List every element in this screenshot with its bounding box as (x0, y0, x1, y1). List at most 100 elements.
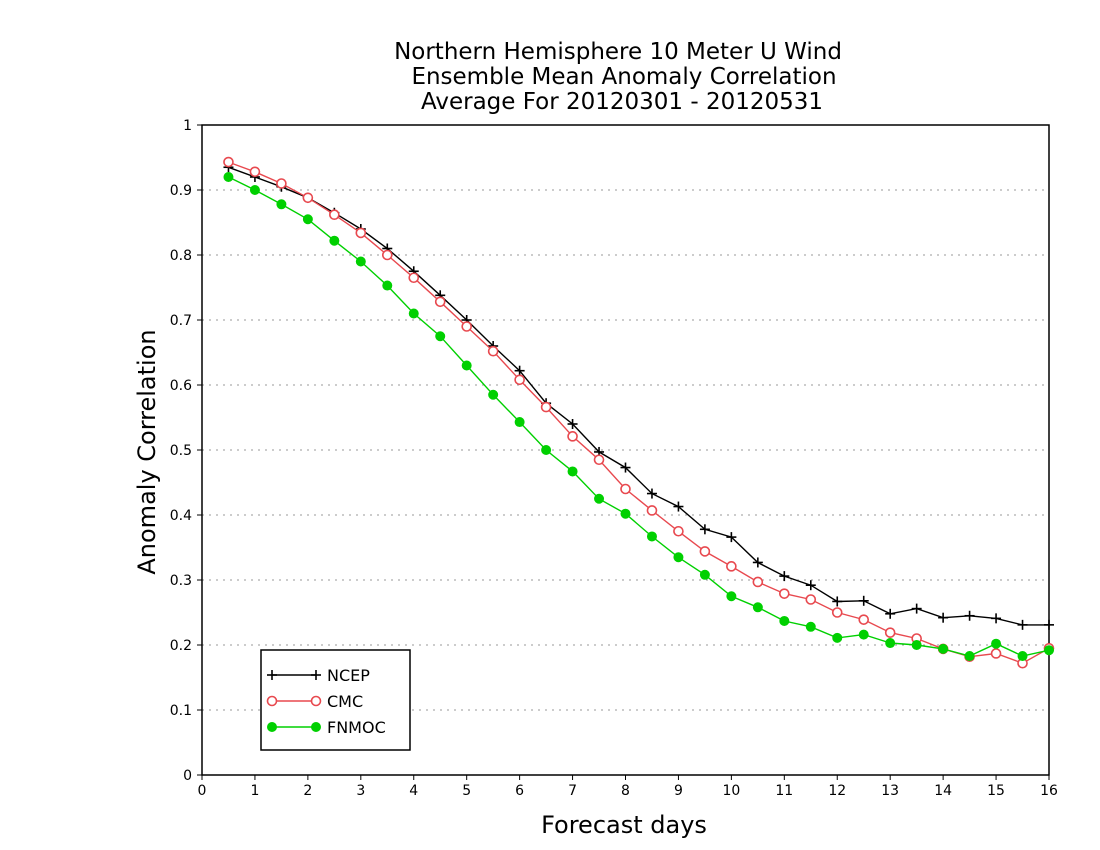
data-point-fnmoc (964, 651, 975, 662)
data-point-cmc (805, 594, 817, 605)
y-axis-ticks: 0 0.1 0.2 0.3 0.4 0.5 0.6 0.7 0.8 0.9 1 (170, 118, 202, 784)
legend-marker-fnmoc (311, 722, 321, 732)
legend: NCEP CMC FNMOC (260, 649, 411, 751)
data-point-cmc (223, 156, 234, 168)
data-point-fnmoc (541, 445, 552, 455)
x-tick-label: 6 (515, 783, 524, 799)
data-point-fnmoc (752, 602, 763, 613)
data-point-fnmoc (488, 389, 499, 400)
legend-box (260, 649, 411, 751)
x-tick-label: 11 (775, 783, 793, 799)
data-point-fnmoc (594, 493, 605, 504)
data-point-ncep (699, 524, 710, 535)
series-line-ncep (228, 166, 1049, 626)
data-point-cmc (408, 272, 420, 284)
y-axis-label: Anomaly Correlation (133, 329, 161, 574)
title-line-2: Ensemble Mean Anomaly Correlation (411, 64, 836, 90)
y-tick-label: 1 (183, 118, 192, 134)
x-axis-ticks: 0 1 2 3 4 5 6 7 8 9 10 11 12 13 14 15 16 (198, 775, 1058, 799)
data-point-ncep (938, 612, 949, 623)
data-point-fnmoc (699, 569, 710, 580)
y-tick-label: 0.7 (170, 313, 192, 329)
data-point-cmc (567, 431, 578, 442)
data-point-fnmoc (991, 638, 1002, 649)
data-point-fnmoc (567, 466, 578, 477)
data-point-ncep (567, 419, 578, 429)
data-point-cmc (434, 296, 446, 308)
x-tick-label: 4 (409, 783, 418, 799)
data-point-cmc (302, 192, 314, 204)
x-tick-label: 7 (568, 783, 577, 799)
y-tick-label: 0.1 (170, 703, 192, 719)
data-point-ncep (991, 613, 1002, 624)
data-point-cmc (355, 227, 367, 239)
data-point-fnmoc (408, 308, 419, 319)
legend-marker-cmc (266, 695, 278, 707)
y-tick-label: 0.2 (170, 638, 192, 654)
data-point-fnmoc (673, 552, 684, 563)
data-point-cmc (487, 345, 499, 357)
x-tick-label: 8 (621, 783, 630, 799)
data-point-fnmoc (223, 172, 234, 182)
data-point-fnmoc (382, 280, 393, 291)
data-point-fnmoc (620, 508, 631, 519)
series-line-cmc (228, 161, 1050, 664)
data-series (223, 156, 1055, 669)
data-point-fnmoc (832, 632, 843, 643)
legend-item-fnmoc: FNMOC (267, 718, 386, 737)
data-point-cmc (249, 166, 261, 178)
data-point-ncep (1044, 619, 1054, 630)
data-point-cmc (858, 614, 870, 625)
data-point-cmc (593, 454, 605, 466)
data-point-fnmoc (779, 615, 790, 626)
y-tick-label: 0.4 (170, 508, 192, 524)
x-tick-label: 2 (303, 783, 312, 799)
data-point-ncep (673, 501, 684, 512)
data-point-fnmoc (938, 643, 949, 654)
data-point-cmc (620, 483, 631, 495)
title-line-1: Northern Hemisphere 10 Meter U Wind (394, 39, 842, 65)
x-tick-label: 16 (1040, 783, 1058, 799)
y-tick-label: 0.5 (170, 443, 192, 459)
data-point-fnmoc (461, 360, 472, 371)
data-point-fnmoc (276, 199, 287, 210)
data-point-fnmoc (885, 638, 896, 649)
data-point-ncep (620, 462, 631, 473)
data-point-cmc (276, 178, 287, 189)
legend-label-fnmoc: FNMOC (327, 718, 386, 737)
data-point-fnmoc (435, 331, 446, 342)
x-tick-label: 9 (674, 783, 683, 799)
grid-lines (202, 189, 1049, 711)
legend-marker-ncep (267, 670, 277, 680)
legend-marker-cmc (310, 695, 322, 707)
data-point-ncep (646, 488, 657, 499)
data-point-cmc (381, 249, 393, 261)
data-point-cmc (699, 546, 711, 557)
data-point-ncep (832, 596, 843, 607)
data-point-ncep (885, 608, 896, 619)
chart-title: Northern Hemisphere 10 Meter U Wind Ense… (394, 39, 842, 115)
legend-marker-fnmoc (267, 722, 277, 732)
data-point-fnmoc (726, 591, 737, 602)
data-point-fnmoc (646, 531, 657, 542)
title-line-3: Average For 20120301 - 20120531 (421, 89, 823, 115)
data-point-ncep (752, 557, 763, 568)
x-tick-label: 14 (934, 783, 952, 799)
x-tick-label: 12 (828, 783, 846, 799)
series-line-fnmoc (228, 176, 1050, 657)
data-point-cmc (540, 401, 552, 413)
x-tick-label: 0 (198, 783, 207, 799)
data-point-ncep (805, 580, 816, 591)
data-point-cmc (646, 505, 658, 516)
y-tick-label: 0.6 (170, 378, 192, 394)
data-point-fnmoc (249, 185, 260, 195)
legend-label-ncep: NCEP (327, 666, 370, 685)
data-point-cmc (884, 627, 896, 638)
legend-label-cmc: CMC (327, 692, 363, 711)
x-tick-label: 1 (250, 783, 259, 799)
data-point-fnmoc (329, 235, 340, 246)
data-point-cmc (779, 588, 790, 599)
legend-item-ncep: NCEP (267, 666, 370, 685)
x-tick-label: 15 (987, 783, 1005, 799)
